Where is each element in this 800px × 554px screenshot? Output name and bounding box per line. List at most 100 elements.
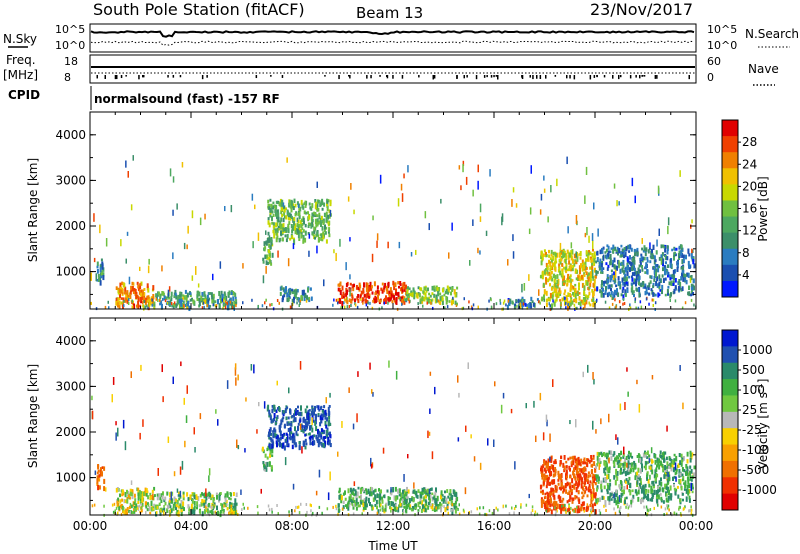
heat-cell <box>205 507 208 513</box>
near-range-echo <box>369 301 371 305</box>
heat-cell <box>577 291 579 296</box>
heat-cell <box>383 285 386 290</box>
heat-cell <box>672 282 675 286</box>
heat-cell <box>647 496 650 502</box>
heat-cell <box>578 265 581 269</box>
heat-cell <box>660 499 663 503</box>
heat-cell <box>606 474 609 480</box>
near-range-echo <box>614 298 616 302</box>
heat-cell <box>545 460 548 465</box>
heat-cell <box>429 500 431 505</box>
heat-cell <box>568 490 571 496</box>
heat-cell <box>570 489 573 494</box>
sparse-echo <box>549 456 551 462</box>
heat-cell <box>617 259 620 265</box>
heat-cell <box>596 463 599 467</box>
heat-cell <box>149 496 152 500</box>
heat-cell <box>649 260 652 264</box>
heat-cell <box>545 251 547 255</box>
near-range-echo <box>681 306 684 310</box>
heat-cell <box>675 247 678 251</box>
heat-cell <box>394 486 397 492</box>
heat-cell <box>571 478 574 484</box>
heat-cell <box>563 455 566 460</box>
sparse-echo <box>514 461 516 470</box>
heat-cell <box>327 229 330 234</box>
nave-dip-mark <box>96 75 98 79</box>
heat-cell <box>301 227 304 231</box>
near-range-echo <box>233 305 235 309</box>
heat-cell <box>175 504 178 508</box>
heat-cell <box>212 505 215 509</box>
heat-cell <box>643 256 646 261</box>
heat-cell <box>269 415 272 421</box>
heat-cell <box>691 452 694 457</box>
near-range-echo <box>430 505 432 509</box>
nave-dip-mark <box>536 75 538 79</box>
heat-cell <box>563 266 565 270</box>
heat-cell <box>566 268 569 272</box>
heat-cell <box>290 215 293 219</box>
sparse-echo <box>623 446 625 455</box>
near-range-echo <box>350 304 352 307</box>
velocity-heatmap <box>91 360 696 518</box>
heat-cell <box>557 292 560 298</box>
heat-cell <box>269 449 272 453</box>
heat-cell <box>604 467 607 471</box>
heat-cell <box>611 273 614 279</box>
near-range-echo <box>520 505 522 509</box>
heat-cell <box>598 458 601 463</box>
heat-cell <box>659 289 662 292</box>
near-range-echo <box>353 504 355 507</box>
heat-cell <box>381 289 384 294</box>
heat-cell <box>291 205 294 209</box>
near-range-echo <box>223 512 225 516</box>
sparse-echo <box>403 474 405 482</box>
heat-cell <box>688 483 691 489</box>
heat-cell <box>144 301 147 305</box>
sparse-echo <box>427 430 429 439</box>
heat-cell <box>387 496 390 501</box>
heat-cell <box>439 292 442 296</box>
heat-cell <box>629 267 631 272</box>
heat-cell <box>612 294 615 299</box>
heat-cell <box>377 294 379 300</box>
heat-cell <box>381 282 384 286</box>
heat-cell <box>273 432 276 436</box>
heat-cell <box>666 270 669 276</box>
heat-cell <box>637 474 640 478</box>
heat-cell <box>272 432 275 438</box>
heat-cell <box>443 495 446 499</box>
heat-cell <box>454 500 457 505</box>
heat-cell <box>376 505 378 510</box>
heat-cell <box>273 417 275 422</box>
sparse-echo <box>598 463 600 470</box>
heat-cell <box>365 499 367 503</box>
heat-cell <box>621 249 624 252</box>
near-range-echo <box>202 301 205 305</box>
heat-cell <box>268 431 270 437</box>
heat-cell <box>412 506 414 510</box>
heat-cell <box>137 295 140 299</box>
sparse-echo <box>208 475 210 482</box>
heat-cell <box>642 256 645 261</box>
heat-cell <box>304 419 307 424</box>
heat-cell <box>120 301 123 305</box>
heat-cell <box>328 233 331 238</box>
heat-cell <box>349 496 352 502</box>
heat-cell <box>587 286 590 291</box>
heat-cell <box>355 497 358 503</box>
heat-cell <box>360 494 362 500</box>
heat-cell <box>610 456 613 461</box>
heat-cell <box>645 461 648 465</box>
heat-cell <box>583 506 586 511</box>
heat-cell <box>312 233 315 237</box>
heat-cell <box>135 291 138 295</box>
heat-cell <box>606 482 609 486</box>
heat-cell <box>280 223 283 230</box>
heat-cell <box>121 302 124 307</box>
heat-cell <box>195 494 198 500</box>
heat-cell <box>124 299 127 303</box>
heat-cell <box>390 501 393 507</box>
heat-cell <box>622 455 625 459</box>
